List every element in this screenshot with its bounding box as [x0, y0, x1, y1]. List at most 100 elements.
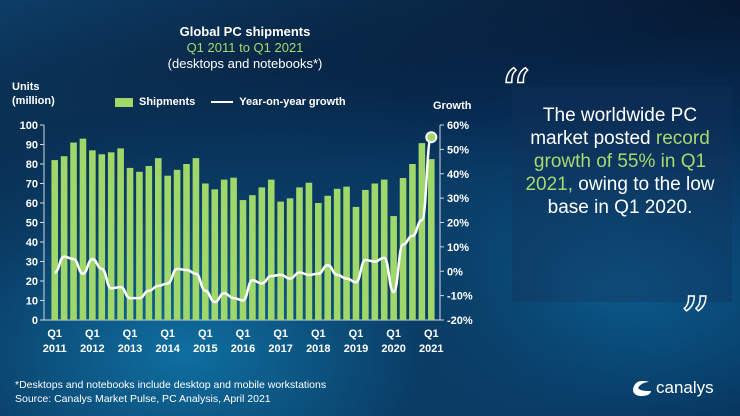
bar: [183, 164, 190, 320]
x-tick-label: 2013: [118, 343, 142, 355]
y2-tick-label: -10%: [447, 291, 473, 303]
bar: [107, 152, 115, 320]
y2-axis-label: Growth: [433, 100, 472, 112]
legend-swatch-shipments: [115, 97, 133, 107]
y-tick-label: 70: [26, 179, 38, 191]
bar: [239, 200, 247, 320]
x-tick-label: Q1: [424, 328, 439, 340]
bar: [418, 143, 426, 320]
x-tick-label: 2021: [419, 343, 443, 355]
title-text: Global PC shipments: [179, 24, 311, 39]
x-tick-label: Q1: [311, 328, 326, 340]
chart-title: Global PC shipments Q1 2011 to Q1 2021 (…: [120, 24, 370, 72]
legend-label-growth: Year-on-year growth: [239, 96, 346, 108]
quote-part2: owing to the low base in Q1 2020.: [547, 174, 715, 218]
bar: [352, 206, 360, 320]
y2-tick-label: 10%: [447, 242, 469, 254]
quote-text: The worldwide PC market posted record gr…: [520, 104, 720, 219]
bar: [154, 158, 162, 320]
bar: [362, 189, 369, 320]
bar: [380, 179, 388, 320]
x-tick-label: Q1: [123, 328, 138, 340]
x-tick-label: 2016: [231, 343, 255, 355]
x-tick-label: Q1: [85, 328, 100, 340]
bar: [202, 183, 209, 320]
bar: [51, 160, 59, 320]
quote-highlight: record growth of 55% in Q1 2021,: [525, 128, 710, 195]
legend-swatch-growth: [211, 101, 234, 103]
x-tick-label: 2012: [80, 343, 104, 355]
bar: [173, 169, 181, 320]
logo-text: canalys: [656, 378, 714, 397]
bar: [324, 195, 332, 320]
x-tick-label: 2020: [381, 343, 405, 355]
bar: [427, 159, 435, 320]
bar: [220, 179, 228, 320]
bar: [286, 198, 294, 320]
bar: [371, 183, 379, 320]
y-tick-label: 100: [20, 120, 38, 132]
y-tick-label: 40: [26, 237, 38, 249]
x-tick-label: Q1: [386, 328, 401, 340]
y2-tick-label: 30%: [447, 193, 469, 205]
y2-tick-label: 20%: [447, 218, 469, 230]
bar: [249, 195, 256, 320]
y-tick-label: 60: [26, 198, 38, 210]
bar: [230, 177, 237, 320]
y-tick-label: 30: [26, 257, 38, 269]
bar: [390, 216, 397, 320]
legend-label-shipments: Shipments: [139, 96, 196, 108]
bar: [296, 187, 303, 320]
source-note: Source: Canalys Market Pulse, PC Analysi…: [15, 393, 271, 405]
legend: Shipments Year-on-year growth: [115, 96, 346, 108]
bar: [277, 201, 284, 320]
x-tick-label: 2014: [155, 343, 180, 355]
x-tick-label: Q1: [160, 328, 175, 340]
bar: [258, 187, 266, 320]
x-tick-label: 2017: [268, 343, 292, 355]
x-tick-label: Q1: [47, 328, 62, 340]
y-axis-label: Units (million): [12, 81, 55, 107]
y-tick-label: 20: [26, 276, 38, 288]
bar: [409, 164, 416, 320]
bar: [267, 179, 275, 320]
y-tick-label: 0: [32, 315, 38, 327]
x-tick-label: Q1: [236, 328, 251, 340]
bar: [164, 175, 171, 320]
y2-tick-label: 0%: [447, 266, 463, 278]
y2-tick-label: -20%: [447, 315, 473, 327]
bar: [333, 188, 341, 320]
footer: *Desktops and notebooks include desktop …: [15, 378, 326, 406]
bar: [79, 138, 87, 320]
growth-line: [54, 135, 433, 304]
bar: [145, 165, 153, 320]
y2-tick-label: 40%: [447, 169, 469, 181]
y2-tick-label: 60%: [447, 120, 469, 132]
x-tick-label: 2018: [306, 343, 330, 355]
bar: [126, 167, 134, 320]
y-tick-label: 50: [26, 218, 38, 230]
bar: [70, 142, 77, 320]
footnote: *Desktops and notebooks include desktop …: [15, 379, 327, 391]
quote-part1: The worldwide PC market posted: [530, 105, 698, 149]
x-tick-label: 2019: [344, 343, 368, 355]
canalys-logo: canalys: [632, 378, 714, 398]
growth-point-q1-2021: [425, 131, 438, 144]
canalys-logo-icon: [633, 381, 651, 396]
x-tick-label: 2015: [193, 343, 217, 355]
bar: [305, 182, 313, 320]
bar: [211, 189, 219, 320]
x-tick-label: Q1: [273, 328, 288, 340]
x-tick-label: Q1: [349, 328, 364, 340]
y2-tick-label: 50%: [447, 144, 469, 156]
y-tick-label: 10: [26, 296, 38, 308]
bar: [136, 171, 143, 320]
bar: [315, 203, 322, 320]
bar: [98, 154, 106, 320]
open-quote-icon: “: [499, 57, 531, 127]
x-tick-label: 2011: [43, 343, 67, 355]
bar: [60, 156, 68, 320]
bar: [192, 158, 200, 320]
bar: [399, 178, 407, 320]
